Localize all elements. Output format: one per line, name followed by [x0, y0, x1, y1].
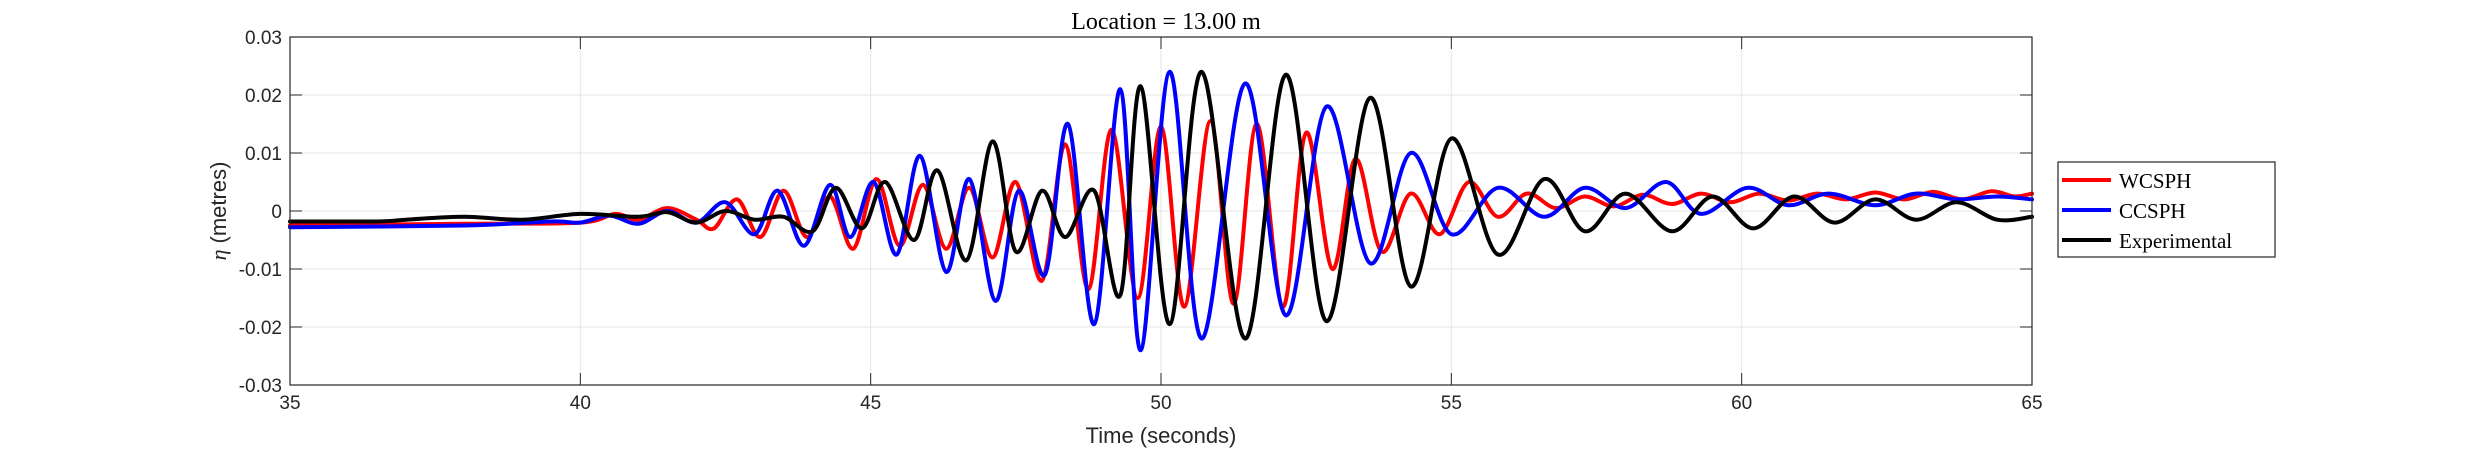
series-line-experimental — [288, 69, 2034, 341]
x-tick-label: 65 — [2021, 393, 2042, 414]
legend-label-experimental: Experimental — [2119, 229, 2232, 253]
y-tick-label: 0.01 — [245, 144, 282, 165]
x-tick-label: 35 — [279, 393, 300, 414]
x-tick-label: 60 — [1731, 393, 1752, 414]
y-tick-label: 0 — [271, 202, 282, 223]
plot-area: -0.03 -0.02 -0.01 0 0.01 0.02 0.03 35 40 45 50 55 6… — [239, 28, 2043, 414]
legend-label-ccsph: CCSPH — [2119, 199, 2186, 223]
y-tick-label: -0.01 — [239, 260, 282, 281]
y-tick-label: -0.03 — [239, 376, 282, 397]
series-line-ccsph — [288, 69, 2034, 353]
y-tick-label: 0.03 — [245, 28, 282, 49]
data-lines — [288, 69, 2034, 353]
chart-title: Location = 13.00 m — [1071, 9, 1261, 35]
y-axis-ticks: -0.03 -0.02 -0.01 0 0.01 0.02 0.03 — [239, 28, 2032, 397]
x-tick-label: 55 — [1441, 393, 1462, 414]
y-axis-label-symbol: η — [206, 249, 231, 260]
x-tick-label: 50 — [1150, 393, 1171, 414]
y-axis-label: η (metres) — [206, 162, 231, 261]
x-tick-label: 40 — [570, 393, 591, 414]
y-tick-label: 0.02 — [245, 86, 282, 107]
legend: WCSPH CCSPH Experimental — [2057, 161, 2276, 258]
y-tick-label: -0.02 — [239, 318, 282, 339]
x-tick-label: 45 — [860, 393, 881, 414]
y-axis-label-text: (metres) — [206, 162, 231, 244]
legend-label-wcsph: WCSPH — [2119, 169, 2191, 193]
x-axis-label: Time (seconds) — [1086, 423, 1237, 448]
plot-frame — [289, 36, 2033, 386]
x-axis-ticks: 35 40 45 50 55 60 65 — [279, 37, 2043, 414]
